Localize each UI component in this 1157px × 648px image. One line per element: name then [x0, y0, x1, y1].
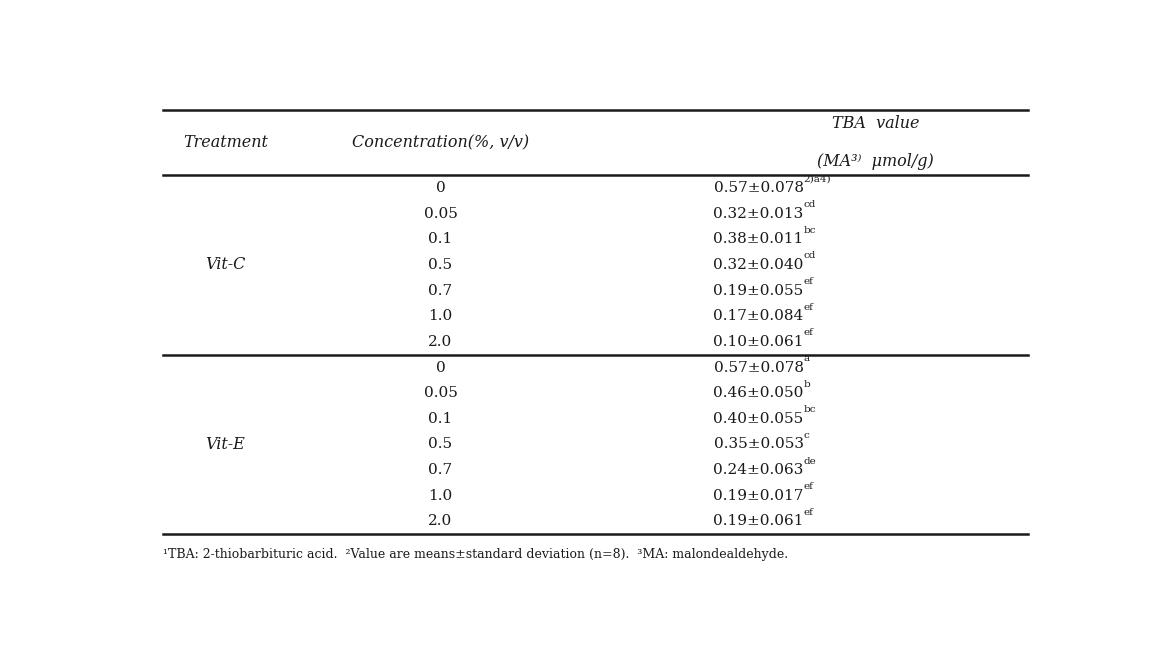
- Text: 0.24±0.063: 0.24±0.063: [714, 463, 804, 477]
- Text: 2.0: 2.0: [428, 515, 452, 529]
- Text: 2.0: 2.0: [428, 335, 452, 349]
- Text: ef: ef: [804, 508, 813, 517]
- Text: 0.38±0.011: 0.38±0.011: [714, 232, 804, 246]
- Text: 0.57±0.078: 0.57±0.078: [714, 360, 804, 375]
- Text: c: c: [804, 431, 810, 440]
- Text: Treatment: Treatment: [183, 134, 267, 151]
- Text: 0.05: 0.05: [423, 386, 457, 400]
- Text: 0.19±0.055: 0.19±0.055: [714, 284, 804, 297]
- Text: 0.1: 0.1: [428, 412, 452, 426]
- Text: 0.5: 0.5: [428, 258, 452, 272]
- Text: Vit-C: Vit-C: [205, 257, 245, 273]
- Text: ¹TBA: 2-thiobarbituric acid.  ²Value are means±standard deviation (n=8).  ³MA: m: ¹TBA: 2-thiobarbituric acid. ²Value are …: [162, 548, 788, 561]
- Text: bc: bc: [804, 406, 816, 414]
- Text: 0: 0: [436, 360, 445, 375]
- Text: cd: cd: [804, 251, 816, 260]
- Text: de: de: [804, 457, 817, 466]
- Text: 0.10±0.061: 0.10±0.061: [713, 335, 804, 349]
- Text: 0.32±0.040: 0.32±0.040: [714, 258, 804, 272]
- Text: Concentration(%, v/v): Concentration(%, v/v): [352, 134, 529, 151]
- Text: (MA³⁾  μmol/g): (MA³⁾ μmol/g): [817, 153, 934, 170]
- Text: 0.7: 0.7: [428, 463, 452, 477]
- Text: 0.5: 0.5: [428, 437, 452, 452]
- Text: 0.35±0.053: 0.35±0.053: [714, 437, 804, 452]
- Text: 0.40±0.055: 0.40±0.055: [714, 412, 804, 426]
- Text: bc: bc: [804, 226, 816, 235]
- Text: 0.19±0.061: 0.19±0.061: [713, 515, 804, 529]
- Text: 0.1: 0.1: [428, 232, 452, 246]
- Text: 1.0: 1.0: [428, 489, 452, 503]
- Text: Vit-E: Vit-E: [206, 436, 245, 453]
- Text: cd: cd: [804, 200, 816, 209]
- Text: 0.19±0.017: 0.19±0.017: [714, 489, 804, 503]
- Text: 0.46±0.050: 0.46±0.050: [714, 386, 804, 400]
- Text: ef: ef: [804, 329, 813, 338]
- Text: TBA  value: TBA value: [832, 115, 919, 132]
- Text: 2)a4): 2)a4): [804, 174, 832, 183]
- Text: 1.0: 1.0: [428, 309, 452, 323]
- Text: 0.05: 0.05: [423, 207, 457, 220]
- Text: 0.57±0.078: 0.57±0.078: [714, 181, 804, 195]
- Text: b: b: [804, 380, 810, 389]
- Text: 0: 0: [436, 181, 445, 195]
- Text: 0.7: 0.7: [428, 284, 452, 297]
- Text: ef: ef: [804, 277, 813, 286]
- Text: 0.17±0.084: 0.17±0.084: [714, 309, 804, 323]
- Text: ef: ef: [804, 303, 813, 312]
- Text: a: a: [804, 354, 810, 363]
- Text: 0.32±0.013: 0.32±0.013: [714, 207, 804, 220]
- Text: ef: ef: [804, 482, 813, 491]
